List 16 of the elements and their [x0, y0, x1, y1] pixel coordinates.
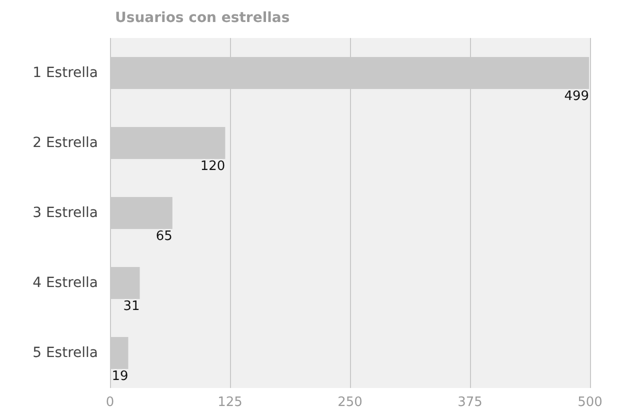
data-label: 31 — [123, 299, 140, 314]
data-label: 65 — [156, 229, 172, 244]
y-tick-label: 1 Estrella — [32, 65, 98, 81]
chart-title: Usuarios con estrellas — [115, 10, 290, 26]
data-label: 499 — [564, 89, 590, 104]
data-label: 19 — [112, 369, 128, 384]
x-tick-label: 250 — [338, 395, 362, 410]
x-tick-label: 0 — [106, 395, 114, 410]
x-tick-label: 500 — [578, 395, 602, 410]
x-tick-label: 125 — [218, 395, 242, 410]
y-tick-label: 2 Estrella — [32, 135, 98, 151]
x-tick-label: 375 — [458, 395, 482, 410]
y-tick-label: 5 Estrella — [32, 345, 98, 361]
y-tick-label: 4 Estrella — [32, 275, 98, 291]
y-tick-label: 3 Estrella — [32, 205, 98, 221]
data-label: 120 — [200, 159, 226, 174]
